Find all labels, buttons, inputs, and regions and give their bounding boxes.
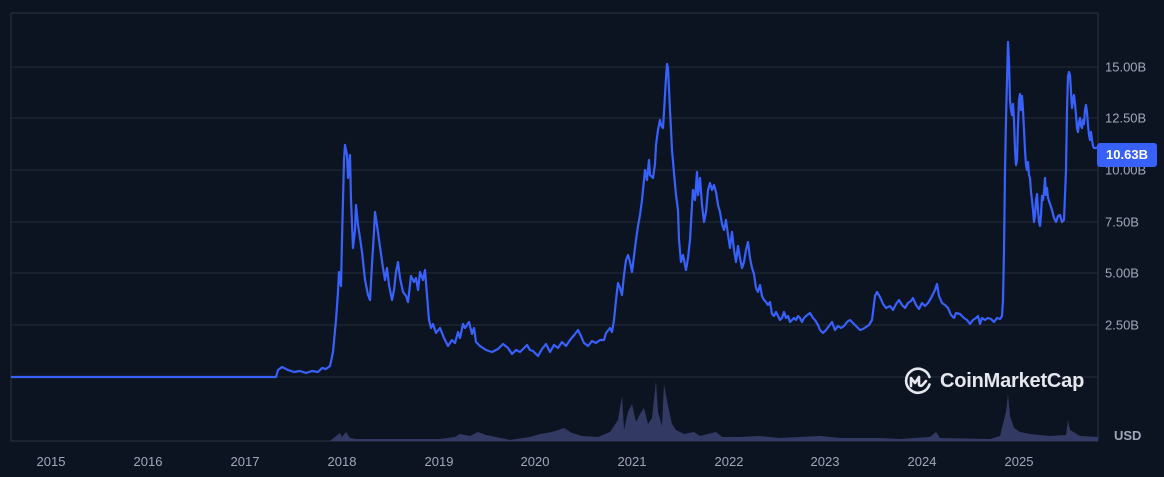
brand-name: CoinMarketCap bbox=[940, 369, 1085, 392]
x-tick-2021: 2021 bbox=[617, 454, 647, 469]
coinmarketcap-logo-icon bbox=[904, 367, 931, 395]
x-tick-2018: 2018 bbox=[327, 454, 357, 469]
x-tick-2022: 2022 bbox=[714, 454, 744, 469]
x-tick-2025: 2025 bbox=[1004, 454, 1034, 469]
x-tick-2020: 2020 bbox=[520, 454, 550, 469]
x-tick-2016: 2016 bbox=[133, 454, 163, 469]
x-tick-2023: 2023 bbox=[810, 454, 840, 469]
y-tick-12-5b: 12.50B bbox=[1105, 110, 1147, 126]
x-tick-2015: 2015 bbox=[36, 454, 66, 469]
y-tick-5b: 5.00B bbox=[1105, 265, 1139, 281]
x-tick-2024: 2024 bbox=[907, 454, 937, 469]
coinmarketcap-watermark: CoinMarketCap bbox=[903, 366, 1084, 396]
currency-label: USD bbox=[1114, 428, 1142, 443]
gridlines bbox=[11, 66, 1098, 378]
y-tick-7-5b: 7.50B bbox=[1105, 214, 1139, 230]
x-tick-2017: 2017 bbox=[230, 454, 260, 469]
current-value-badge: 10.63B bbox=[1097, 143, 1157, 167]
market-cap-line[interactable] bbox=[11, 40, 1099, 379]
y-tick-15b: 15.00B bbox=[1105, 59, 1147, 75]
y-tick-2-5b: 2.50B bbox=[1105, 317, 1139, 333]
x-tick-2019: 2019 bbox=[424, 454, 454, 469]
